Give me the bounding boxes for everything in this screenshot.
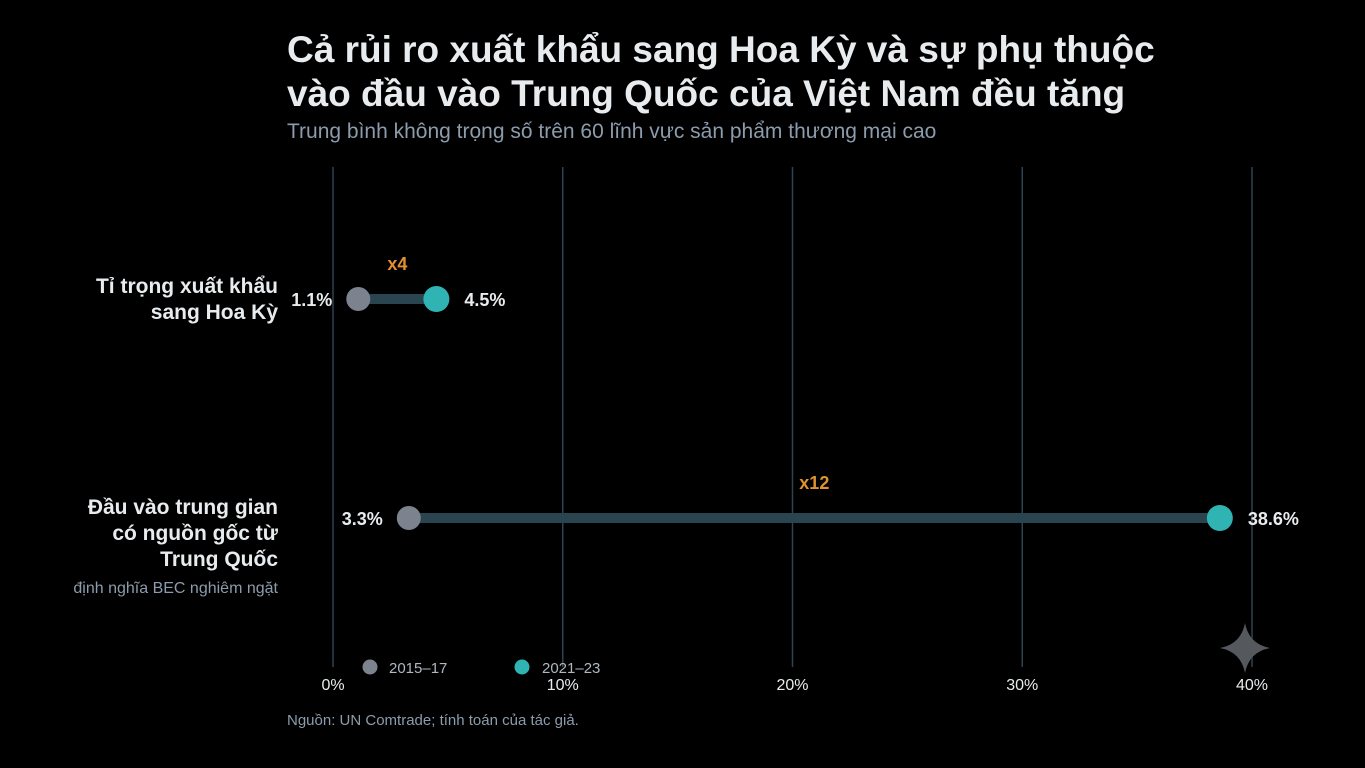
chart-title: Cả rủi ro xuất khẩu sang Hoa Kỳ và sự ph… [287,28,1287,116]
x-tick-label: 30% [1006,677,1038,694]
row-label-line: Tỉ trọng xuất khẩu [95,275,278,298]
legend-swatch-2021-23 [514,659,530,675]
row-label-line: sang Hoa Kỳ [150,301,278,324]
chart-title-line-1: Cả rủi ro xuất khẩu sang Hoa Kỳ và sự ph… [287,29,1155,70]
data-label-2015-17: 3.3% [342,509,383,529]
data-label-2015-17: 1.1% [291,290,332,310]
chart-subtitle: Trung bình không trọng số trên 60 lĩnh v… [287,120,937,143]
multiplier-label: x12 [799,473,829,493]
multiplier-label: x4 [387,254,407,274]
row-label-us-export-share: Tỉ trọng xuất khẩu sang Hoa Kỳ [0,274,278,326]
x-tick-label: 40% [1236,677,1268,694]
point-2015-17 [346,287,371,311]
sparkle-icon [1220,623,1270,673]
point-2021-23 [423,286,450,312]
row-label-line: Trung Quốc [160,548,278,571]
row-label-line: có nguồn gốc từ [112,522,278,545]
chart-title-line-2: vào đầu vào Trung Quốc của Việt Nam đều … [287,73,1126,114]
legend-label-2015-17: 2015–17 [389,660,447,677]
x-tick-label: 0% [321,677,344,694]
data-label-2021-23: 38.6% [1248,509,1299,529]
row-note-bec-definition: định nghĩa BEC nghiêm ngặt [73,580,278,597]
point-2021-23 [1206,505,1233,531]
source-note: Nguồn: UN Comtrade; tính toán của tác gi… [287,712,579,729]
row-label-china-inputs: Đầu vào trung gian có nguồn gốc từ Trung… [0,495,278,573]
point-2015-17 [396,506,421,530]
legend-label-2021-23: 2021–23 [542,660,600,677]
x-tick-label: 20% [776,677,808,694]
row-label-line: Đầu vào trung gian [87,496,278,519]
data-label-2021-23: 4.5% [464,290,505,310]
legend-swatch-2015-17 [362,659,378,675]
x-tick-label: 10% [547,677,579,694]
